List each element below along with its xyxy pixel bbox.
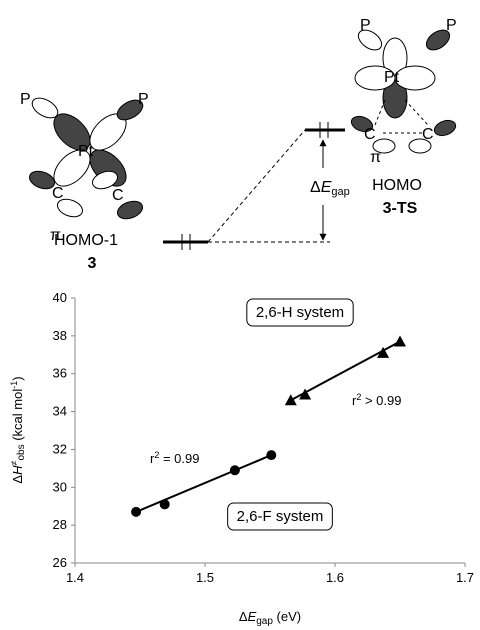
point bbox=[266, 450, 276, 460]
y-tick-label: 34 bbox=[53, 404, 67, 419]
y-tick-label: 38 bbox=[53, 328, 67, 343]
figure: P P Pt C C π HOMO-1 3 P P Pt C C π HOMO … bbox=[0, 0, 480, 630]
pi-label: π bbox=[370, 149, 381, 166]
x-tick-label: 1.7 bbox=[456, 570, 474, 585]
fit-label: r2 > 0.99 bbox=[352, 392, 401, 408]
orbital-label: HOMO-1 bbox=[54, 232, 118, 249]
correlation-line bbox=[208, 130, 305, 242]
y-tick-label: 40 bbox=[53, 290, 67, 305]
compound-label: 3 bbox=[88, 255, 97, 272]
x-tick-label: 1.6 bbox=[326, 570, 344, 585]
fit-label-part: > 0.99 bbox=[361, 393, 401, 408]
series-label-box: 2,6-F system bbox=[228, 503, 333, 530]
series-label: 2,6-H system bbox=[256, 304, 344, 321]
orbital-lobe bbox=[432, 118, 457, 139]
series-label: 2,6-F system bbox=[237, 508, 324, 525]
y-tick-label: 26 bbox=[53, 555, 67, 570]
y-tick-label: 28 bbox=[53, 517, 67, 532]
atom-label: P bbox=[446, 17, 457, 34]
right-complex: P P Pt C C π HOMO 3-TS bbox=[349, 17, 457, 217]
atom-label: C bbox=[422, 126, 434, 143]
atom-label: P bbox=[20, 91, 31, 108]
x-axis-label: ΔEgap (eV) bbox=[239, 609, 301, 627]
y-axis-label: ΔH≠obs (kcal mol-1) bbox=[9, 376, 27, 483]
y-tick-label: 32 bbox=[53, 441, 67, 456]
atom-label: C bbox=[52, 185, 64, 202]
x-tick-label: 1.5 bbox=[196, 570, 214, 585]
atom-label: P bbox=[138, 91, 149, 108]
series-label-box: 2,6-H system bbox=[247, 299, 353, 326]
bond-dashed bbox=[405, 100, 428, 125]
point bbox=[131, 507, 141, 517]
fit-label: r2 = 0.99 bbox=[150, 450, 199, 466]
energy-diagram: ΔEgap bbox=[163, 122, 350, 250]
atom-label: Pt bbox=[384, 69, 400, 86]
point bbox=[160, 499, 170, 509]
atom-label: C bbox=[364, 126, 376, 143]
x-tick-label: 1.4 bbox=[66, 570, 84, 585]
atom-label: P bbox=[360, 17, 371, 34]
left-complex: P P Pt C C π HOMO-1 3 bbox=[20, 91, 149, 272]
y-tick-label: 36 bbox=[53, 366, 67, 381]
gap-label: ΔEgap bbox=[310, 179, 350, 198]
y-tick-label: 30 bbox=[53, 479, 67, 494]
orbital-label: HOMO bbox=[372, 177, 422, 194]
compound-label: 3-TS bbox=[383, 200, 418, 217]
point bbox=[394, 336, 406, 347]
point bbox=[230, 465, 240, 475]
fit-label-part: = 0.99 bbox=[159, 451, 199, 466]
point bbox=[285, 394, 297, 405]
atom-label: Pt bbox=[78, 143, 94, 160]
orbital-lobe bbox=[395, 66, 435, 90]
atom-label: C bbox=[112, 187, 124, 204]
